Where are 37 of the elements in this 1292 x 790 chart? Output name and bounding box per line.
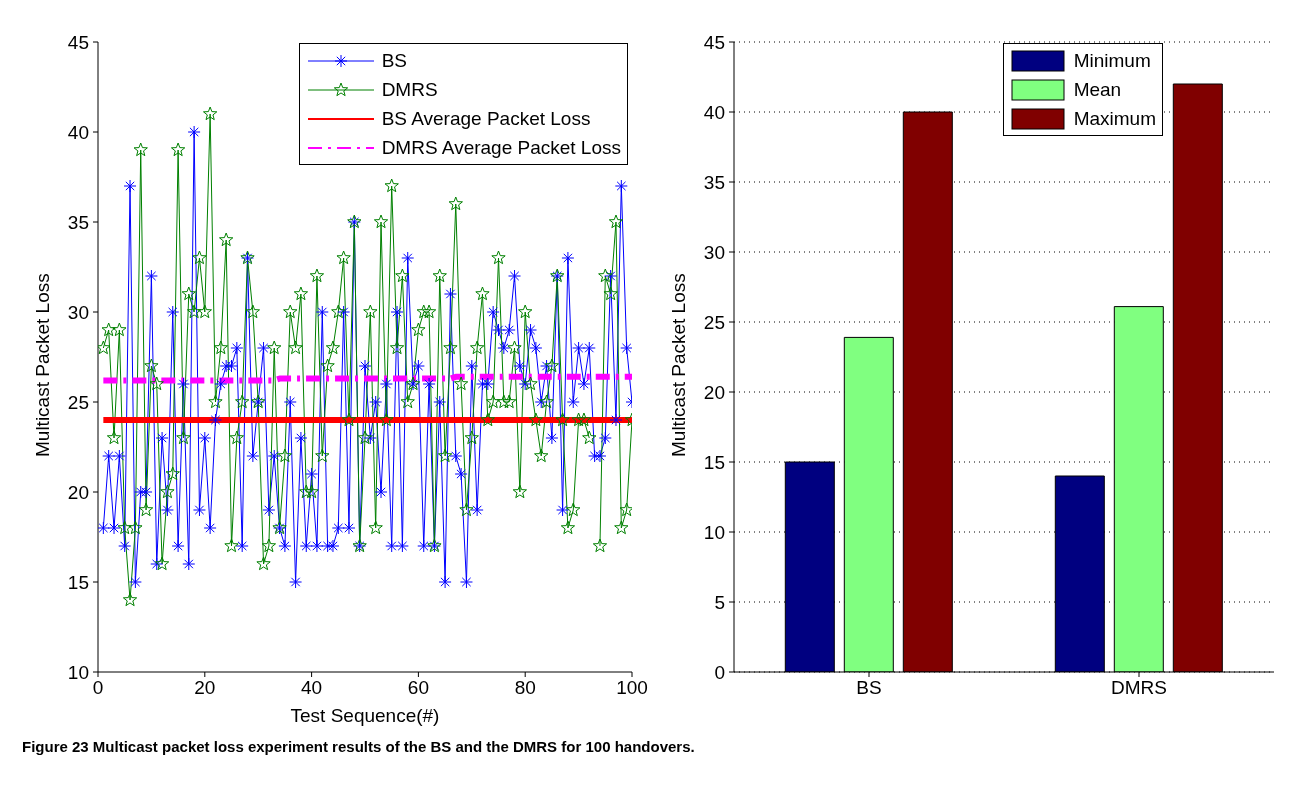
y-tick-label: 25	[67, 391, 89, 413]
y-tick-label: 45	[67, 31, 89, 53]
x-tick-label: 0	[92, 677, 104, 699]
y-tick-label: 40	[703, 101, 725, 123]
x-tick-label: DMRS	[1111, 677, 1167, 699]
y-tick-label: 20	[67, 481, 89, 503]
y-tick-label: 25	[703, 311, 725, 333]
x-axis-title: Test Sequence(#)	[290, 705, 440, 726]
legend-label: Maximum	[1073, 107, 1156, 130]
legend-label: BS Average Packet Loss	[381, 107, 591, 130]
y-tick-label: 45	[703, 31, 725, 53]
y-tick-label: 0	[714, 661, 725, 683]
y-axis-title: Multicast Packet Loss	[667, 273, 689, 457]
y-tick-label: 10	[703, 521, 725, 543]
x-tick-label: 100	[616, 677, 648, 699]
x-tick-label: 20	[194, 677, 216, 699]
caption: Figure 23 Multicast packet loss experiment results of the BS and the DMRS for 100 handovers.	[22, 738, 696, 755]
y-tick-label: 35	[67, 211, 89, 233]
x-tick-label: BS	[856, 677, 882, 699]
legend-label: DMRS Average Packet Loss	[381, 136, 621, 159]
legend-label: Mean	[1073, 78, 1122, 101]
legend-label: Minimum	[1073, 49, 1151, 72]
x-tick-label: 60	[407, 677, 429, 699]
y-tick-label: 15	[703, 451, 725, 473]
y-tick-label: 35	[703, 171, 725, 193]
y-axis-title: Multicast Packet Loss	[31, 273, 53, 457]
x-tick-label: 40	[301, 677, 323, 699]
y-tick-label: 40	[67, 121, 89, 143]
y-tick-label: 15	[67, 571, 89, 593]
y-tick-label: 5	[714, 591, 725, 613]
legend-label: BS	[381, 49, 407, 72]
y-tick-label: 30	[703, 241, 725, 263]
legend-label: DMRS	[381, 78, 438, 101]
y-tick-label: 20	[703, 381, 725, 403]
y-tick-label: 10	[67, 661, 89, 683]
y-tick-label: 30	[67, 301, 89, 323]
x-tick-label: 80	[514, 677, 536, 699]
